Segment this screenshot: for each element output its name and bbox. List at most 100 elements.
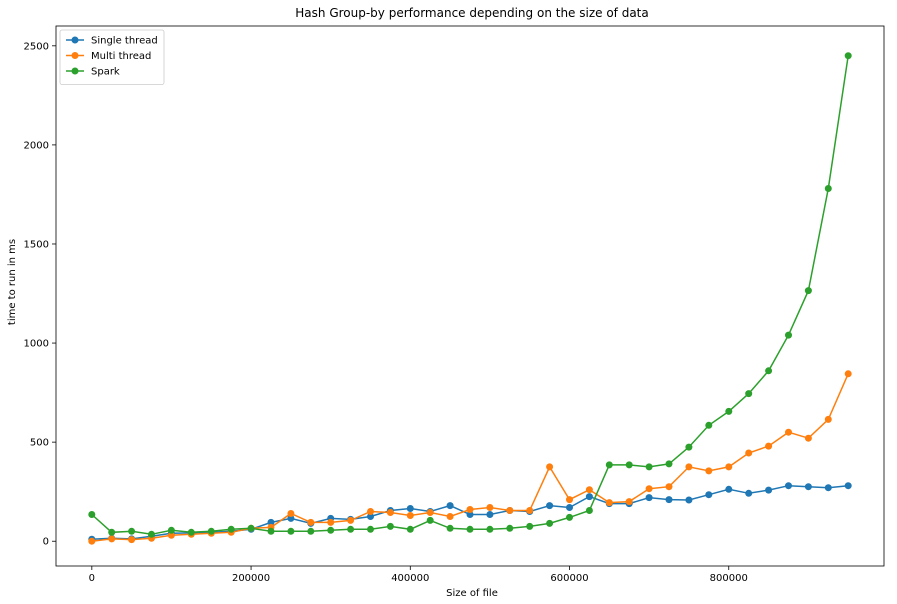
data-point-spark bbox=[167, 526, 175, 534]
data-point-multi-thread bbox=[466, 506, 474, 513]
legend-box bbox=[59, 29, 165, 85]
data-point-multi-thread bbox=[705, 467, 713, 475]
data-point-multi-thread bbox=[506, 507, 514, 514]
legend-marker-multi-thread bbox=[71, 52, 79, 59]
y-tick-label: 2000 bbox=[24, 140, 49, 151]
y-tick-label: 500 bbox=[30, 438, 49, 449]
data-point-single-thread bbox=[725, 485, 733, 493]
data-point-spark bbox=[466, 525, 474, 533]
data-point-multi-thread bbox=[645, 485, 653, 493]
data-point-spark bbox=[585, 507, 593, 514]
data-point-multi-thread bbox=[128, 536, 136, 544]
data-point-multi-thread bbox=[307, 518, 315, 526]
data-point-spark bbox=[745, 390, 753, 398]
data-point-spark bbox=[426, 516, 434, 524]
legend-label-multi-thread: Multi thread bbox=[91, 51, 151, 62]
data-point-multi-thread bbox=[765, 442, 773, 450]
data-point-spark bbox=[765, 367, 773, 375]
data-point-multi-thread bbox=[824, 415, 832, 423]
data-point-single-thread bbox=[585, 493, 593, 501]
data-point-single-thread bbox=[267, 518, 275, 526]
legend: Single thread Multi thread Spark bbox=[59, 29, 165, 85]
data-point-single-thread bbox=[685, 496, 693, 504]
data-point-spark bbox=[287, 527, 295, 535]
data-point-spark bbox=[705, 421, 713, 429]
data-point-spark bbox=[785, 331, 792, 339]
data-point-spark bbox=[685, 443, 693, 451]
data-point-spark bbox=[88, 511, 96, 518]
data-point-multi-thread bbox=[785, 428, 792, 436]
data-point-spark bbox=[506, 524, 514, 532]
data-point-multi-thread bbox=[685, 463, 693, 471]
data-point-single-thread bbox=[406, 505, 414, 512]
data-point-spark bbox=[367, 525, 374, 533]
data-point-spark bbox=[207, 527, 215, 535]
data-point-single-thread bbox=[645, 494, 653, 502]
y-tick-label: 1500 bbox=[24, 239, 49, 250]
data-point-spark bbox=[526, 522, 534, 530]
data-point-spark bbox=[307, 527, 315, 535]
data-point-spark bbox=[446, 524, 454, 532]
x-tick-label: 0 bbox=[89, 573, 95, 584]
data-point-spark bbox=[546, 519, 554, 527]
data-point-single-thread bbox=[566, 504, 573, 511]
data-point-single-thread bbox=[765, 486, 773, 494]
data-point-multi-thread bbox=[844, 370, 852, 378]
plot-axes: 0 200000 400000 600000 800000 0 500 1000 1500 200… bbox=[24, 41, 748, 584]
data-point-multi-thread bbox=[745, 449, 753, 457]
data-point-single-thread bbox=[745, 489, 753, 497]
data-point-spark bbox=[645, 463, 653, 471]
data-point-spark bbox=[386, 522, 394, 530]
data-point-multi-thread bbox=[585, 486, 593, 494]
data-point-multi-thread bbox=[526, 507, 534, 514]
data-point-multi-thread bbox=[406, 512, 414, 519]
data-point-multi-thread bbox=[625, 498, 633, 506]
data-point-single-thread bbox=[486, 511, 494, 518]
data-point-spark bbox=[227, 525, 235, 533]
data-point-spark bbox=[665, 460, 673, 468]
data-point-multi-thread bbox=[108, 535, 116, 543]
data-point-spark bbox=[148, 530, 155, 538]
y-tick-label: 0 bbox=[43, 537, 49, 548]
data-point-spark bbox=[844, 52, 852, 60]
data-point-multi-thread bbox=[665, 483, 673, 491]
data-point-spark bbox=[406, 525, 414, 533]
legend-label-spark: Spark bbox=[91, 67, 120, 78]
data-point-spark bbox=[187, 528, 195, 536]
series-layer bbox=[88, 52, 852, 545]
chart-title: Hash Group-by performance depending on t… bbox=[295, 6, 648, 20]
data-point-multi-thread bbox=[327, 518, 335, 526]
x-axis-label: Size of file bbox=[446, 588, 498, 599]
data-point-spark bbox=[486, 525, 494, 533]
data-point-spark bbox=[725, 407, 733, 415]
y-tick-label: 2500 bbox=[24, 41, 49, 52]
data-point-single-thread bbox=[466, 511, 474, 518]
data-point-single-thread bbox=[785, 482, 792, 490]
data-point-multi-thread bbox=[287, 510, 295, 517]
data-point-spark bbox=[128, 527, 136, 535]
data-point-single-thread bbox=[546, 502, 554, 510]
series-multi-thread bbox=[88, 370, 852, 545]
plot-frame bbox=[55, 25, 885, 567]
x-tick-label: 400000 bbox=[391, 573, 429, 584]
data-point-multi-thread bbox=[605, 499, 613, 507]
data-point-multi-thread bbox=[426, 509, 434, 516]
legend-marker-single-thread bbox=[71, 36, 79, 44]
data-point-multi-thread bbox=[367, 508, 374, 515]
data-point-spark bbox=[267, 527, 275, 535]
data-point-spark bbox=[247, 524, 255, 532]
data-point-multi-thread bbox=[446, 513, 454, 520]
data-point-spark bbox=[108, 528, 116, 536]
data-point-spark bbox=[625, 461, 633, 469]
data-point-multi-thread bbox=[88, 537, 96, 545]
data-point-multi-thread bbox=[566, 496, 573, 504]
data-point-single-thread bbox=[287, 514, 295, 522]
data-point-spark bbox=[824, 185, 832, 192]
data-point-spark bbox=[804, 287, 812, 295]
legend-marker-spark bbox=[71, 67, 79, 75]
data-point-spark bbox=[327, 526, 335, 534]
data-point-multi-thread bbox=[486, 504, 494, 511]
data-point-single-thread bbox=[844, 482, 852, 490]
data-point-spark bbox=[605, 461, 613, 469]
data-point-multi-thread bbox=[546, 463, 554, 471]
